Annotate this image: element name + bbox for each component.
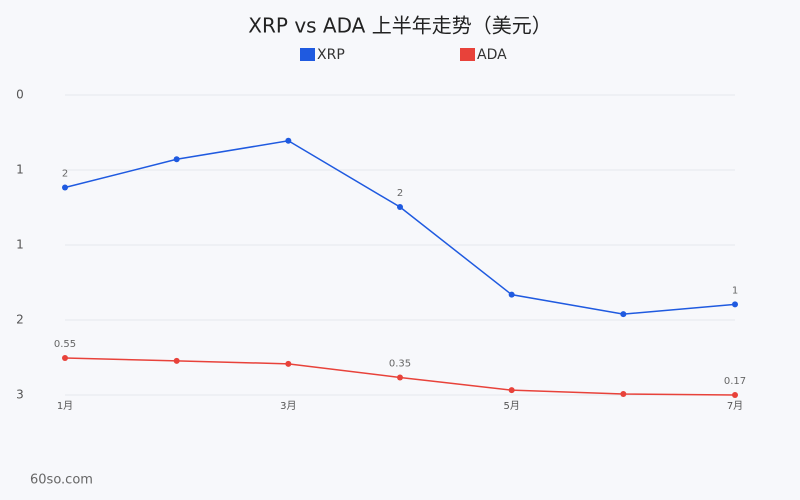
legend-swatch: [460, 48, 475, 61]
point: [620, 311, 627, 318]
x-tick-label: 3月: [280, 400, 296, 412]
data-label: 2: [62, 169, 68, 180]
point: [620, 391, 627, 398]
point: [397, 204, 403, 211]
point: [62, 184, 68, 191]
footer: 60so.com: [30, 473, 93, 488]
y-tick-label: 3: [16, 388, 24, 402]
data-label: 1: [732, 285, 738, 296]
point: [508, 291, 515, 298]
data-label: 2: [397, 188, 403, 199]
x-tick-label: 1月: [57, 400, 73, 412]
point: [732, 392, 738, 398]
point: [285, 360, 292, 367]
point: [62, 354, 68, 361]
y-tick-label: 1: [16, 238, 24, 252]
x-tick-label: 5月: [503, 400, 519, 412]
y-tick-label: 1: [16, 163, 24, 177]
data-label: 0.17: [724, 376, 746, 387]
data-label: 0.55: [54, 339, 76, 350]
point: [173, 156, 180, 163]
data-label: 0.35: [389, 358, 411, 369]
point: [732, 301, 738, 308]
y-tick-label: 0: [16, 88, 24, 102]
legend-label: XRP: [317, 47, 345, 63]
y-tick-label: 2: [16, 313, 24, 327]
chart-title: XRP vs ADA 上半年走势（美元）: [248, 14, 551, 38]
x-tick-label: 7月: [727, 400, 743, 412]
series-line: [64, 139, 736, 315]
legend-swatch: [300, 48, 315, 61]
point: [508, 387, 515, 394]
point: [285, 137, 292, 144]
legend-label: ADA: [477, 47, 507, 63]
point: [397, 374, 403, 381]
point: [173, 357, 180, 364]
